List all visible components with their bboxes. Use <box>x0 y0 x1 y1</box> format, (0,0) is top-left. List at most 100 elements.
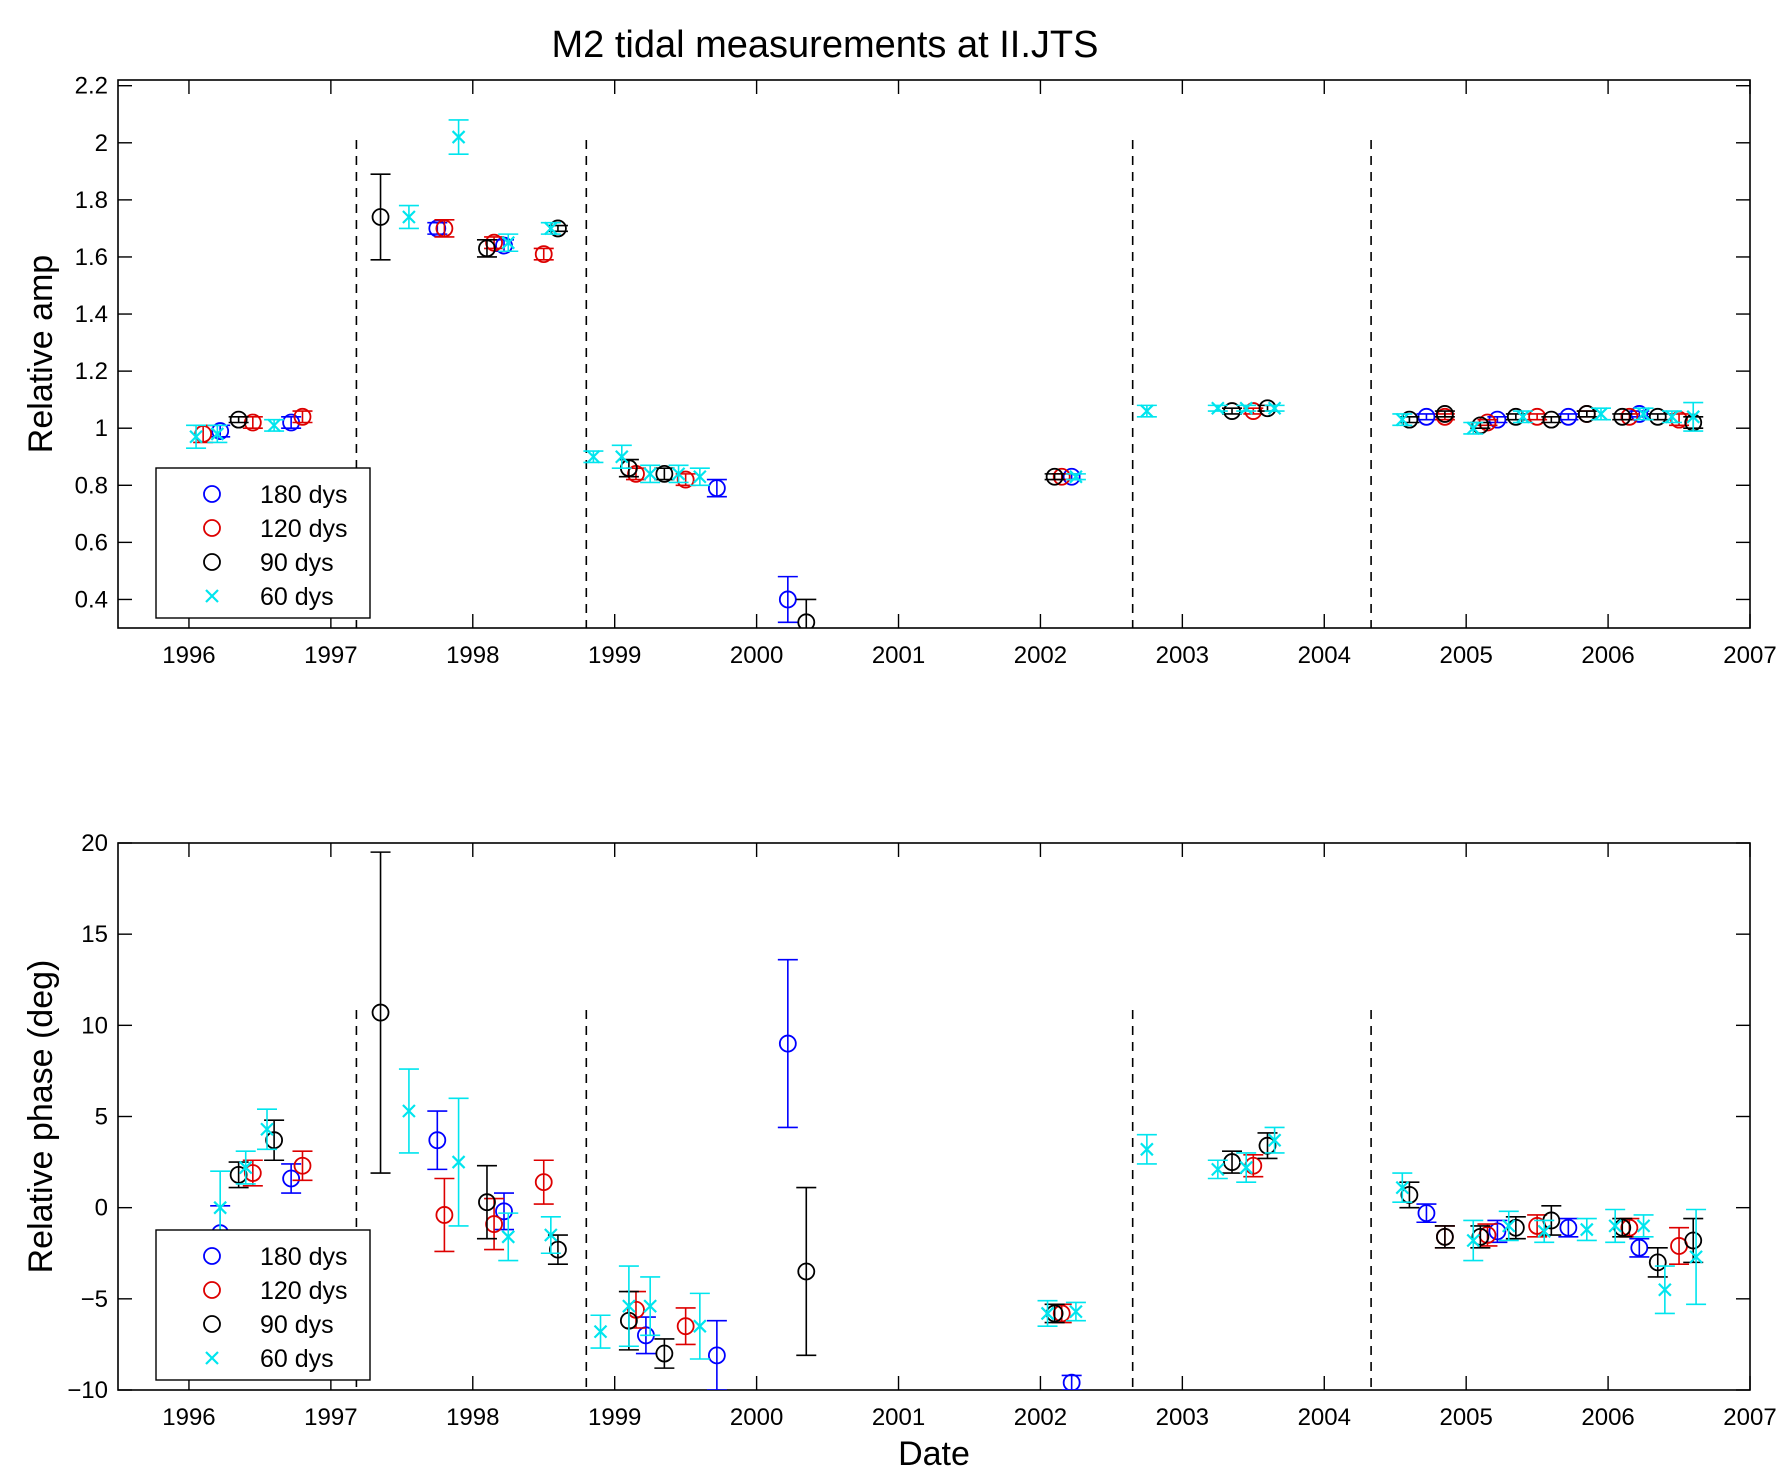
data-point <box>693 469 707 484</box>
data-point <box>435 1206 454 1224</box>
series-60-dys <box>210 1068 1707 1360</box>
y-tick-label: 0.4 <box>75 586 108 613</box>
data-point <box>593 1324 608 1339</box>
data-point <box>778 590 797 609</box>
x-axis-label: Date <box>898 1435 970 1473</box>
y-axis-label: Relative phase (deg) <box>22 960 60 1274</box>
data-point <box>1239 401 1253 416</box>
x-tick-label: 2004 <box>1298 642 1351 669</box>
data-point <box>1062 1373 1081 1390</box>
data-point <box>1648 407 1667 426</box>
legend-marker <box>203 1247 221 1265</box>
data-point <box>1045 467 1064 486</box>
y-tick-label: 1.4 <box>75 301 108 328</box>
y-tick-label: 2.2 <box>75 73 108 100</box>
legend-marker <box>203 1315 221 1333</box>
data-point <box>1594 407 1608 421</box>
data-point <box>229 1165 248 1184</box>
x-tick-label: 2003 <box>1156 642 1209 669</box>
data-point <box>402 1104 416 1118</box>
data-point <box>671 467 686 481</box>
series-180-dys <box>210 958 1650 1390</box>
series-90-dys <box>228 851 1704 1369</box>
legend: 180 dys 120 dys 90 dys 60 dys <box>155 467 371 619</box>
series-180-dys <box>210 219 1650 624</box>
data-point <box>1466 1233 1481 1248</box>
legend-marker <box>203 519 221 537</box>
x-tick-label: 2006 <box>1581 1404 1634 1431</box>
plot-area <box>186 119 1704 628</box>
x-tick-label: 2007 <box>1723 1404 1776 1431</box>
phase-panel: 1996 1997 1998 1999 2000 2001 2002 2003 2004 2005… <box>22 830 1777 1473</box>
data-point <box>1636 1219 1651 1233</box>
x-tick-label: 2002 <box>1014 642 1067 669</box>
data-point <box>1140 1142 1154 1157</box>
data-point <box>707 479 726 498</box>
y-tick-label: 20 <box>81 830 108 857</box>
legend-label: 180 dys <box>260 1243 348 1271</box>
data-point <box>293 407 312 426</box>
x-tick-label: 2006 <box>1581 642 1634 669</box>
data-point <box>544 1228 558 1242</box>
data-point <box>1658 1282 1672 1297</box>
data-point <box>402 210 416 224</box>
series-90-dys <box>228 173 1704 628</box>
data-point <box>693 1319 707 1333</box>
data-point <box>1542 410 1561 429</box>
x-tick-label: 2007 <box>1723 642 1776 669</box>
data-point <box>1620 407 1639 426</box>
y-axis-label: Relative amp <box>22 255 60 453</box>
data-point <box>1559 1218 1578 1237</box>
x-tick-label: 2000 <box>730 642 783 669</box>
data-point <box>1516 410 1530 424</box>
y-tick-label: 0.6 <box>75 529 108 556</box>
data-point <box>1689 1250 1703 1264</box>
data-point <box>1040 1306 1055 1321</box>
data-point <box>1062 467 1081 486</box>
data-point <box>501 1230 516 1244</box>
x-tick-label: 1996 <box>162 1404 215 1431</box>
data-point <box>1630 1238 1649 1257</box>
data-point <box>371 1003 390 1022</box>
amplitude-panel: 1996 1997 1998 1999 2000 2001 2002 2003 2004 2005… <box>22 73 1777 669</box>
series-60-dys <box>186 119 1704 487</box>
y-tick-label: 1.2 <box>75 358 108 385</box>
data-point <box>643 1299 657 1313</box>
data-point <box>622 1299 636 1313</box>
data-point <box>1636 407 1651 421</box>
legend-label: 90 dys <box>260 1311 334 1339</box>
legend-label: 90 dys <box>260 549 334 577</box>
axes-box <box>117 79 1751 629</box>
x-tick-label: 1997 <box>304 642 357 669</box>
data-point <box>778 1034 797 1053</box>
x-tick-label: 2003 <box>1156 1404 1209 1431</box>
y-tick-label: 2 <box>95 130 108 157</box>
y-tick-label: 0.8 <box>75 472 108 499</box>
plot-area <box>210 851 1707 1390</box>
data-point <box>1665 410 1679 424</box>
data-point <box>1435 405 1454 423</box>
data-point <box>1537 1224 1552 1239</box>
data-point <box>293 1156 312 1175</box>
data-point <box>544 221 558 236</box>
legend-marker <box>205 589 219 603</box>
data-point <box>1239 1160 1253 1175</box>
data-point <box>707 1346 726 1365</box>
y-tick-label: 10 <box>81 1012 108 1039</box>
data-point <box>189 429 203 444</box>
data-point <box>797 613 816 628</box>
data-point <box>676 470 695 489</box>
data-point <box>1620 1218 1639 1237</box>
data-point <box>1466 421 1481 435</box>
data-point <box>1267 1133 1282 1147</box>
data-point <box>1211 401 1225 416</box>
data-point <box>243 1164 262 1182</box>
data-point <box>213 1200 227 1215</box>
x-tick-label: 1999 <box>588 1404 641 1431</box>
data-point <box>485 1215 503 1233</box>
x-tick-label: 2004 <box>1298 1404 1351 1431</box>
data-point <box>1052 1304 1071 1323</box>
series-120-dys <box>193 219 1690 489</box>
x-tick-label: 1998 <box>446 1404 499 1431</box>
